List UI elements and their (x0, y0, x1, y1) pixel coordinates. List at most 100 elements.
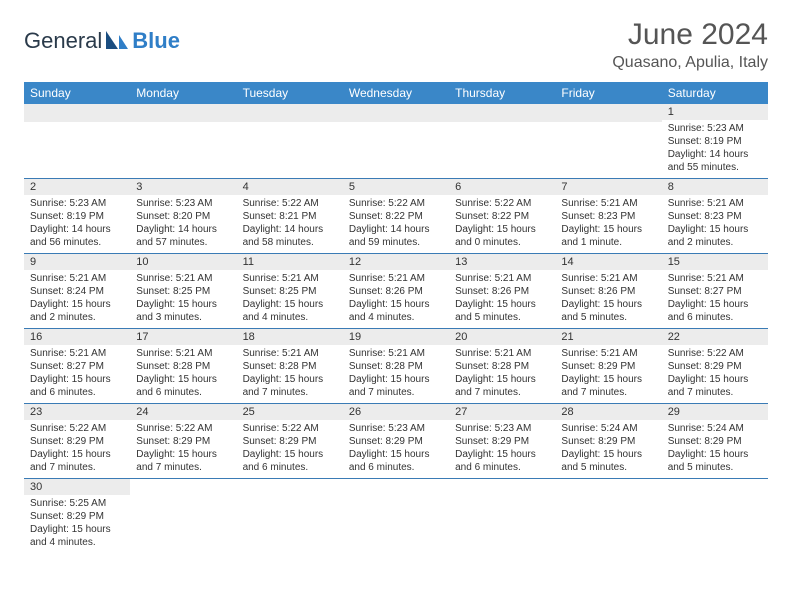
day-details: Sunrise: 5:21 AMSunset: 8:25 PMDaylight:… (237, 270, 343, 328)
calendar-cell: 2Sunrise: 5:23 AMSunset: 8:19 PMDaylight… (24, 179, 130, 254)
empty-daynum (449, 104, 555, 122)
sunset-line: Sunset: 8:29 PM (136, 435, 230, 448)
logo-text-1: General (24, 28, 102, 54)
day-number: 15 (662, 254, 768, 270)
calendar-cell: 19Sunrise: 5:21 AMSunset: 8:28 PMDayligh… (343, 329, 449, 404)
day-details: Sunrise: 5:22 AMSunset: 8:29 PMDaylight:… (24, 420, 130, 478)
weekday-header: Monday (130, 82, 236, 104)
day-details: Sunrise: 5:24 AMSunset: 8:29 PMDaylight:… (555, 420, 661, 478)
header-bar: General Blue June 2024 Quasano, Apulia, … (0, 0, 792, 76)
calendar-cell: 23Sunrise: 5:22 AMSunset: 8:29 PMDayligh… (24, 404, 130, 479)
daylight-line: Daylight: 14 hours and 58 minutes. (243, 223, 337, 249)
day-details: Sunrise: 5:24 AMSunset: 8:29 PMDaylight:… (662, 420, 768, 478)
calendar-body: 1Sunrise: 5:23 AMSunset: 8:19 PMDaylight… (24, 104, 768, 553)
day-details: Sunrise: 5:23 AMSunset: 8:29 PMDaylight:… (343, 420, 449, 478)
calendar-cell (555, 104, 661, 179)
calendar-row: 1Sunrise: 5:23 AMSunset: 8:19 PMDaylight… (24, 104, 768, 179)
weekday-header: Saturday (662, 82, 768, 104)
day-number: 12 (343, 254, 449, 270)
sunset-line: Sunset: 8:26 PM (561, 285, 655, 298)
calendar-cell: 21Sunrise: 5:21 AMSunset: 8:29 PMDayligh… (555, 329, 661, 404)
weekday-header: Thursday (449, 82, 555, 104)
day-number: 14 (555, 254, 661, 270)
calendar-cell: 12Sunrise: 5:21 AMSunset: 8:26 PMDayligh… (343, 254, 449, 329)
calendar-cell (343, 104, 449, 179)
day-number: 20 (449, 329, 555, 345)
sunset-line: Sunset: 8:26 PM (455, 285, 549, 298)
sunrise-line: Sunrise: 5:23 AM (30, 197, 124, 210)
sunset-line: Sunset: 8:28 PM (136, 360, 230, 373)
weekday-header: Tuesday (237, 82, 343, 104)
day-number: 30 (24, 479, 130, 495)
day-details: Sunrise: 5:21 AMSunset: 8:28 PMDaylight:… (449, 345, 555, 403)
calendar-cell: 13Sunrise: 5:21 AMSunset: 8:26 PMDayligh… (449, 254, 555, 329)
sunrise-line: Sunrise: 5:23 AM (349, 422, 443, 435)
location-label: Quasano, Apulia, Italy (612, 54, 768, 72)
day-details: Sunrise: 5:21 AMSunset: 8:23 PMDaylight:… (662, 195, 768, 253)
day-details: Sunrise: 5:21 AMSunset: 8:23 PMDaylight:… (555, 195, 661, 253)
daylight-line: Daylight: 15 hours and 6 minutes. (243, 448, 337, 474)
sunrise-line: Sunrise: 5:21 AM (455, 347, 549, 360)
day-details: Sunrise: 5:22 AMSunset: 8:29 PMDaylight:… (237, 420, 343, 478)
sunset-line: Sunset: 8:28 PM (243, 360, 337, 373)
day-details: Sunrise: 5:21 AMSunset: 8:28 PMDaylight:… (237, 345, 343, 403)
day-number: 21 (555, 329, 661, 345)
daylight-line: Daylight: 15 hours and 7 minutes. (349, 373, 443, 399)
daylight-line: Daylight: 14 hours and 55 minutes. (668, 148, 762, 174)
calendar-cell: 14Sunrise: 5:21 AMSunset: 8:26 PMDayligh… (555, 254, 661, 329)
weekday-header: Friday (555, 82, 661, 104)
day-details: Sunrise: 5:22 AMSunset: 8:22 PMDaylight:… (343, 195, 449, 253)
day-number: 4 (237, 179, 343, 195)
day-number: 26 (343, 404, 449, 420)
sunset-line: Sunset: 8:29 PM (30, 435, 124, 448)
calendar-cell (449, 104, 555, 179)
calendar-cell: 4Sunrise: 5:22 AMSunset: 8:21 PMDaylight… (237, 179, 343, 254)
sunset-line: Sunset: 8:25 PM (136, 285, 230, 298)
calendar-cell (130, 479, 236, 554)
calendar-cell (343, 479, 449, 554)
month-title: June 2024 (612, 18, 768, 52)
sunrise-line: Sunrise: 5:22 AM (30, 422, 124, 435)
day-number: 27 (449, 404, 555, 420)
empty-daynum (130, 104, 236, 122)
daylight-line: Daylight: 15 hours and 5 minutes. (455, 298, 549, 324)
calendar-cell: 28Sunrise: 5:24 AMSunset: 8:29 PMDayligh… (555, 404, 661, 479)
calendar-cell: 10Sunrise: 5:21 AMSunset: 8:25 PMDayligh… (130, 254, 236, 329)
calendar-cell (449, 479, 555, 554)
sunset-line: Sunset: 8:23 PM (561, 210, 655, 223)
day-number: 13 (449, 254, 555, 270)
daylight-line: Daylight: 15 hours and 0 minutes. (455, 223, 549, 249)
calendar-cell (237, 479, 343, 554)
sunrise-line: Sunrise: 5:22 AM (455, 197, 549, 210)
daylight-line: Daylight: 15 hours and 5 minutes. (561, 298, 655, 324)
empty-daynum (343, 104, 449, 122)
calendar-cell: 15Sunrise: 5:21 AMSunset: 8:27 PMDayligh… (662, 254, 768, 329)
daylight-line: Daylight: 15 hours and 5 minutes. (668, 448, 762, 474)
daylight-line: Daylight: 15 hours and 7 minutes. (30, 448, 124, 474)
calendar-cell: 16Sunrise: 5:21 AMSunset: 8:27 PMDayligh… (24, 329, 130, 404)
day-details: Sunrise: 5:21 AMSunset: 8:27 PMDaylight:… (24, 345, 130, 403)
calendar-cell: 8Sunrise: 5:21 AMSunset: 8:23 PMDaylight… (662, 179, 768, 254)
calendar-cell (555, 479, 661, 554)
sunset-line: Sunset: 8:29 PM (30, 510, 124, 523)
day-details: Sunrise: 5:23 AMSunset: 8:19 PMDaylight:… (24, 195, 130, 253)
calendar-cell: 6Sunrise: 5:22 AMSunset: 8:22 PMDaylight… (449, 179, 555, 254)
calendar-cell: 22Sunrise: 5:22 AMSunset: 8:29 PMDayligh… (662, 329, 768, 404)
calendar-cell (662, 479, 768, 554)
daylight-line: Daylight: 15 hours and 7 minutes. (668, 373, 762, 399)
calendar-table: SundayMondayTuesdayWednesdayThursdayFrid… (24, 82, 768, 553)
day-number: 17 (130, 329, 236, 345)
sunrise-line: Sunrise: 5:23 AM (455, 422, 549, 435)
daylight-line: Daylight: 15 hours and 2 minutes. (30, 298, 124, 324)
calendar-row: 23Sunrise: 5:22 AMSunset: 8:29 PMDayligh… (24, 404, 768, 479)
day-number: 11 (237, 254, 343, 270)
day-number: 6 (449, 179, 555, 195)
sunrise-line: Sunrise: 5:21 AM (561, 197, 655, 210)
daylight-line: Daylight: 15 hours and 3 minutes. (136, 298, 230, 324)
day-details: Sunrise: 5:22 AMSunset: 8:21 PMDaylight:… (237, 195, 343, 253)
day-details: Sunrise: 5:21 AMSunset: 8:24 PMDaylight:… (24, 270, 130, 328)
day-details: Sunrise: 5:25 AMSunset: 8:29 PMDaylight:… (24, 495, 130, 553)
daylight-line: Daylight: 15 hours and 4 minutes. (30, 523, 124, 549)
calendar-cell: 27Sunrise: 5:23 AMSunset: 8:29 PMDayligh… (449, 404, 555, 479)
daylight-line: Daylight: 15 hours and 2 minutes. (668, 223, 762, 249)
